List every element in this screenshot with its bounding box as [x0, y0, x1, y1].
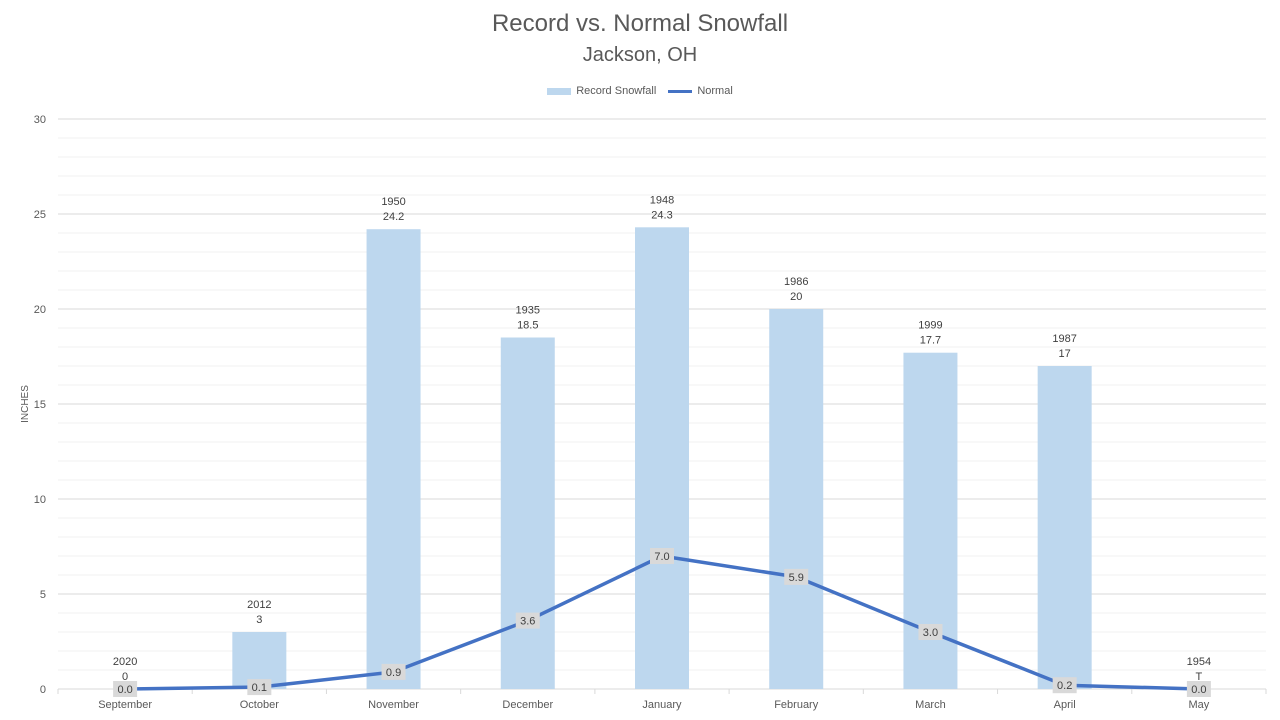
x-tick-label: March [915, 699, 946, 711]
bar-value-label: 24.3 [651, 209, 672, 221]
x-tick-label: September [98, 699, 152, 711]
normal-point-label: 0.0 [1191, 684, 1206, 696]
normal-point-box [650, 548, 674, 564]
bar-value-label: 18.5 [517, 320, 538, 332]
data-labels: 2020 0 2012 3 1950 24.2 1935 18.5 1948 24.3 1986 20… [113, 194, 1211, 697]
x-tick-label: January [642, 699, 682, 711]
normal-point-label: 5.9 [789, 572, 804, 584]
chart-subtitle: Jackson, OH [582, 44, 698, 66]
bar-year-label: 1987 [1052, 333, 1076, 345]
normal-point-label: 3.0 [923, 627, 938, 639]
bar-year-label: 1986 [784, 276, 808, 288]
legend-item-record: Record Snowfall [547, 85, 656, 97]
normal-point-box [381, 663, 406, 680]
bar-record [366, 229, 421, 689]
bar-year-label: 1950 [381, 196, 405, 208]
normal-point-label: 7.0 [654, 551, 669, 563]
bar-value-label: 17 [1059, 348, 1071, 360]
legend-item-normal: Normal [668, 85, 733, 97]
bar-record [769, 309, 824, 689]
x-tick-label: November [368, 699, 419, 711]
bar-value-label: 0 [122, 671, 128, 683]
normal-point-box [113, 681, 138, 697]
bar-value-label: 24.2 [383, 211, 404, 223]
y-tick-label: 30 [34, 114, 46, 126]
normal-point-box [247, 679, 272, 696]
normal-point-box [918, 624, 943, 640]
bar-year-label: 1954 [1187, 656, 1211, 668]
x-tick-label: February [774, 699, 819, 711]
bar-record [500, 337, 555, 689]
x-tick-label: May [1188, 699, 1209, 711]
legend-label-normal: Normal [697, 85, 733, 97]
bar-record [1037, 366, 1092, 689]
y-tick-label: 20 [34, 304, 46, 316]
bar-year-label: 1999 [918, 320, 942, 332]
legend-swatch-normal [668, 89, 693, 93]
x-tick-label: April [1054, 699, 1076, 711]
chart-title: Record vs. Normal Snowfall [491, 10, 789, 37]
y-tick-label: 0 [40, 684, 46, 696]
bars [232, 227, 1092, 690]
bar-year-label: 1948 [650, 194, 674, 206]
legend-swatch-record [547, 87, 572, 95]
bar-record [635, 227, 689, 690]
normal-point-box [515, 612, 540, 629]
y-axis-label: INCHES [20, 385, 31, 423]
normal-point-box [1186, 681, 1211, 697]
legend-label-record: Record Snowfall [576, 85, 657, 97]
legend: Record Snowfall Normal [0, 85, 1280, 97]
bar-year-label: 2020 [113, 656, 137, 668]
bar-value-label: T [1196, 671, 1203, 683]
x-tick-label: October [240, 699, 279, 711]
normal-point-label: 0.9 [386, 667, 401, 679]
normal-point-box [784, 568, 809, 585]
y-tick-label: 15 [34, 399, 46, 411]
normal-point-label: 0.1 [252, 682, 267, 694]
y-tick-label: 5 [40, 589, 46, 601]
y-tick-label: 25 [34, 209, 46, 221]
bar-value-label: 20 [790, 291, 802, 303]
normal-point-label: 3.6 [520, 616, 535, 628]
bar-value-label: 3 [256, 614, 262, 626]
normal-point-box [1052, 677, 1077, 694]
normal-point-label: 0.2 [1057, 680, 1072, 692]
normal-point-label: 0.0 [117, 684, 132, 696]
x-tick-label: December [502, 699, 553, 711]
bar-year-label: 2012 [247, 599, 271, 611]
bar-year-label: 1935 [516, 305, 540, 317]
y-tick-label: 10 [34, 494, 46, 506]
bar-value-label: 17.7 [920, 335, 941, 347]
